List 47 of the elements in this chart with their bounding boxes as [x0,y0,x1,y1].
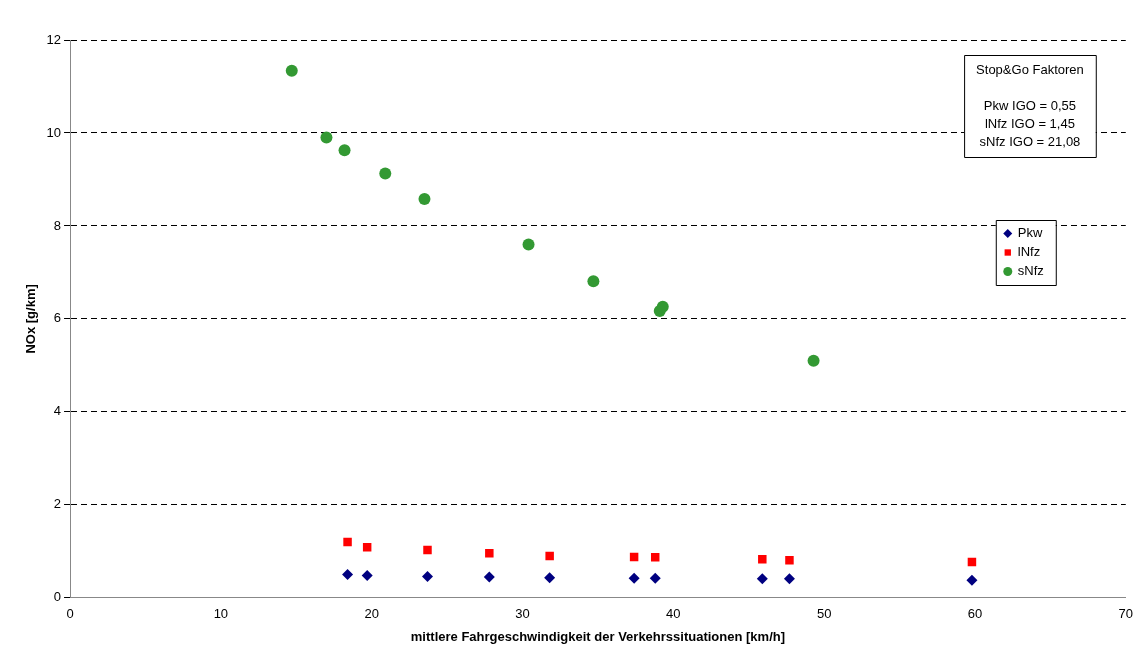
point [483,571,495,583]
point [343,537,352,547]
y-tick-label: 12 [46,31,62,47]
point [342,569,354,581]
point [756,573,768,585]
point [649,572,661,584]
point [320,131,333,144]
point [650,553,660,562]
y-tick-label: 6 [53,310,62,326]
x-tick-label: 0 [66,606,74,622]
point [418,192,431,205]
x-tick-label: 10 [213,606,229,622]
point [758,554,767,564]
y-tick-label: 8 [53,217,62,233]
point [966,574,978,586]
point [656,300,669,313]
point [807,354,820,367]
legend-label: lNfz [1017,244,1041,260]
point [485,548,494,558]
point [379,167,392,180]
x-tick-label: 20 [364,606,379,622]
point [545,551,554,561]
point [544,572,556,584]
y-tick-label: 10 [46,124,62,140]
x-tick-label: 70 [1118,606,1133,622]
point [587,275,600,288]
x-tick-label: 40 [666,606,681,622]
point [423,545,432,555]
legend-label: sNfz [1017,263,1044,279]
text: Stop&Go Faktoren Pkw IGO = 0,55 lNfz IGO = 1,45 sNfz IGO = 21,08 [976,61,1084,149]
x-tick-label: 30 [515,606,530,622]
point [628,572,640,584]
x-tick-label: 60 [967,606,983,622]
point [285,64,298,77]
y-axis-title: NOx [g/km] [23,284,39,354]
point [421,570,433,582]
point [338,144,351,157]
y-tick-label: 4 [53,403,62,419]
point [522,238,535,251]
legend-label: Pkw [1017,225,1043,241]
point [785,555,794,565]
point [783,573,795,585]
x-tick-label: 50 [816,606,832,622]
x-axis-title: mittlere Fahrgeschwindigkeit der Verkehrssituationen [km/h] [410,628,786,644]
y-tick-label: 0 [53,589,62,605]
y-tick-label: 2 [53,496,62,512]
point [361,569,373,581]
